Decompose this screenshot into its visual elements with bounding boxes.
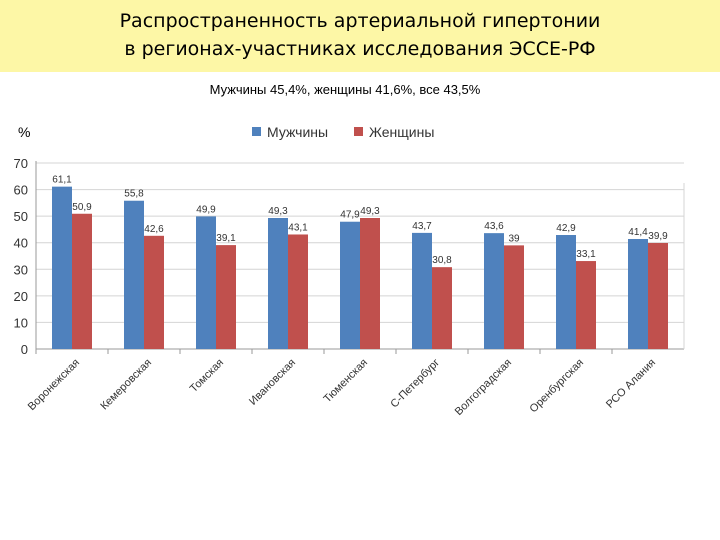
x-category-label: Волгоградская (453, 357, 514, 418)
bar-men (628, 238, 648, 349)
data-label: 49,3 (268, 206, 288, 217)
title-line-2: в регионах-участниках исследования ЭССЕ-… (124, 38, 596, 60)
bar-women (360, 218, 380, 349)
bar-women (432, 267, 452, 349)
data-label: 61,1 (52, 175, 72, 186)
title-line-1: Распространенность артериальной гипертон… (119, 10, 601, 32)
y-tick-label: 30 (14, 262, 28, 277)
bar-men (268, 218, 288, 349)
x-category-label: С-Петербург (388, 357, 442, 411)
data-label: 42,6 (144, 224, 164, 235)
y-tick-label: 70 (14, 156, 28, 171)
y-tick-label: 0 (21, 342, 28, 357)
bar-men (340, 221, 360, 349)
legend-swatch-women (353, 127, 363, 136)
chart-subtitle: Мужчины 45,4%, женщины 41,6%, все 43,5% (209, 82, 481, 97)
data-label: 41,4 (628, 227, 648, 238)
x-category-label: Тюменская (322, 357, 371, 406)
bar-women (144, 235, 164, 349)
data-label: 30,8 (432, 255, 452, 266)
legend-item-women: Женщины (353, 124, 435, 140)
data-label: 43,6 (484, 221, 504, 232)
bar-men (484, 233, 504, 349)
data-label: 50,9 (72, 202, 92, 213)
data-label: 42,9 (556, 223, 576, 234)
x-category-label: Кемеровская (98, 357, 154, 413)
chart-legend: Мужчины Женщины (252, 124, 456, 140)
data-label: 55,8 (124, 189, 144, 200)
x-category-label: Ивановская (247, 357, 298, 408)
data-label: 49,9 (196, 204, 216, 215)
bar-women (576, 261, 596, 349)
bar-women (72, 213, 92, 349)
x-category-label: Томская (188, 357, 226, 395)
bar-women (216, 245, 236, 349)
x-category-label: Воронежская (26, 357, 82, 413)
legend-label-men: Мужчины (267, 124, 329, 140)
data-label: 43,7 (412, 221, 432, 232)
legend-item-men: Мужчины (252, 124, 328, 140)
data-label: 39 (508, 233, 520, 244)
y-tick-label: 10 (14, 315, 28, 330)
y-tick-label: 60 (14, 183, 28, 198)
data-label: 43,1 (288, 222, 308, 233)
data-label: 39,1 (216, 233, 236, 244)
y-tick-label: 40 (14, 236, 28, 251)
bar-men (196, 216, 216, 349)
bar-women (504, 245, 524, 349)
x-category-label: Оренбургская (528, 357, 587, 416)
x-category-label: РСО Алания (604, 357, 658, 411)
bar-women (648, 242, 668, 349)
bar-men (556, 235, 576, 349)
legend-swatch-men (252, 127, 261, 136)
y-tick-label: 50 (14, 209, 28, 224)
y-axis-unit-label: % (18, 124, 31, 140)
data-label: 33,1 (576, 249, 596, 260)
legend-label-women: Женщины (368, 124, 435, 140)
data-label: 39,9 (648, 231, 668, 242)
bar-men (52, 186, 72, 349)
title-banner: Распространенность артериальной гипертон… (0, 0, 720, 72)
y-tick-label: 20 (14, 289, 28, 304)
data-label: 47,9 (340, 210, 360, 221)
bar-women (288, 234, 308, 349)
data-label: 49,3 (360, 206, 380, 217)
bar-men (412, 232, 432, 349)
bar-men (124, 200, 144, 349)
